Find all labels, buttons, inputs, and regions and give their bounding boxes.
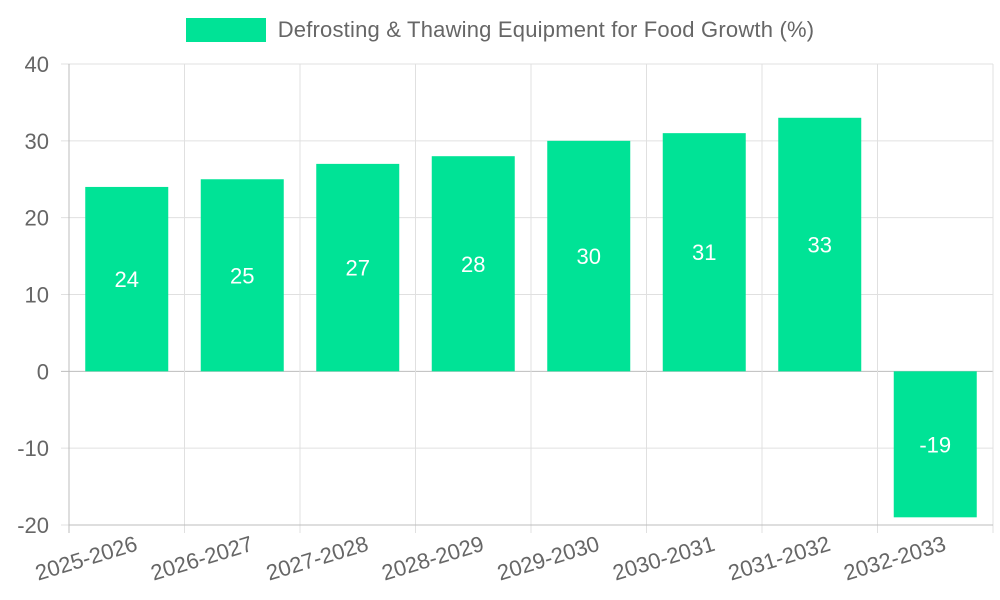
bar [85,186,169,372]
x-tick-label: 2031-2032 [725,531,833,586]
x-tick-label: 2026-2027 [148,531,256,586]
bar [778,117,862,372]
bar [316,163,400,372]
legend[interactable]: Defrosting & Thawing Equipment for Food … [0,17,1000,43]
x-tick-label: 2030-2031 [610,531,718,586]
x-tick-label: 2025-2026 [32,531,140,586]
data-label: 24 [115,267,139,292]
data-label: 30 [577,244,601,269]
y-tick-label: 40 [25,52,49,77]
x-tick-label: 2028-2029 [379,531,487,586]
bar [431,156,515,372]
bar [547,140,631,372]
x-tick-label: 2032-2033 [841,531,949,586]
y-tick-label: -10 [17,436,49,461]
y-tick-label: 10 [25,283,49,308]
bar [200,179,284,372]
data-label: 33 [808,233,832,258]
y-tick-label: -20 [17,513,49,538]
x-tick-label: 2027-2028 [263,531,371,586]
bar [662,133,746,372]
data-label: 25 [230,263,254,288]
data-label: 28 [461,252,485,277]
bar [893,371,977,518]
data-label: -19 [919,432,951,457]
data-label: 27 [346,256,370,281]
x-tick-label: 2029-2030 [494,531,602,586]
legend-label: Defrosting & Thawing Equipment for Food … [277,17,815,42]
y-tick-label: 20 [25,206,49,231]
legend-swatch [185,18,266,42]
data-label: 31 [692,240,716,265]
y-tick-label: 0 [37,359,49,384]
y-tick-label: 30 [25,129,49,154]
